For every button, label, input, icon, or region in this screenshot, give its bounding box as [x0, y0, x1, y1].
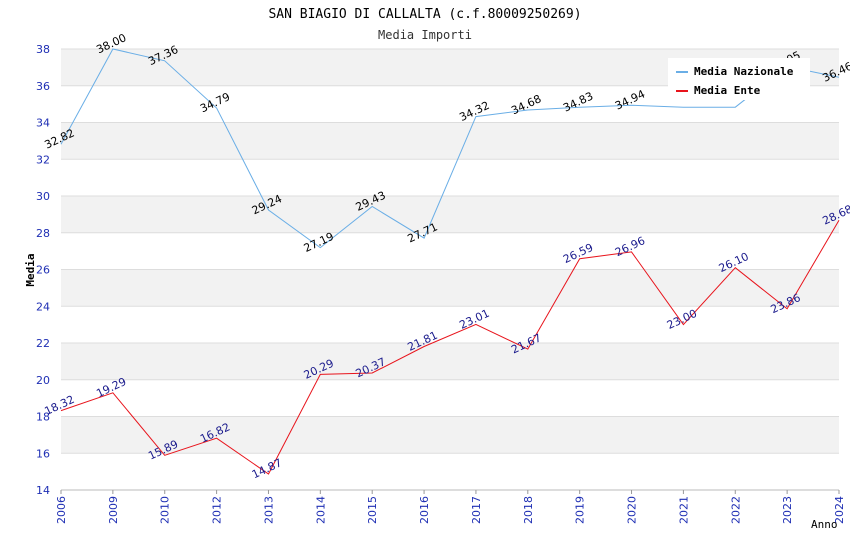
y-tick-label: 20: [36, 374, 50, 387]
x-tick-label: 2012: [211, 496, 224, 524]
background-band: [61, 306, 839, 343]
x-tick-label: 2020: [626, 496, 639, 524]
x-tick-label: 2016: [418, 496, 431, 524]
x-tick-label: 2019: [574, 496, 587, 524]
y-axis-label: Media: [24, 253, 37, 286]
x-tick-label: 2017: [470, 496, 483, 524]
background-band: [61, 453, 839, 490]
x-tick-label: 2018: [522, 496, 535, 524]
x-tick-label: 2006: [55, 496, 68, 524]
y-tick-label: 32: [36, 153, 50, 166]
y-tick-label: 18: [36, 411, 50, 424]
chart-title: SAN BIAGIO DI CALLALTA (c.f.80009250269): [268, 7, 581, 22]
y-tick-label: 22: [36, 337, 50, 350]
legend: Media Nazionale Media Ente: [668, 58, 810, 100]
background-band: [61, 196, 839, 233]
y-tick-label: 26: [36, 264, 50, 277]
legend-label-media-ente: Media Ente: [694, 84, 761, 97]
y-tick-label: 30: [36, 190, 50, 203]
series-line-media-nazionale: [60, 48, 840, 249]
legend-box: [668, 58, 810, 100]
y-tick-label: 34: [36, 117, 50, 130]
background-band: [61, 232, 839, 270]
background-bands: [61, 49, 839, 490]
x-tick-label: 2024: [833, 496, 846, 524]
background-band: [61, 343, 839, 380]
x-axis-label: Anno: [811, 518, 838, 531]
x-tick-label: 2010: [159, 496, 172, 524]
background-band: [61, 122, 839, 160]
x-tick-label: 2014: [314, 496, 327, 524]
background-band: [61, 379, 839, 417]
y-tick-label: 36: [36, 80, 50, 93]
x-tick-label: 2021: [677, 496, 690, 524]
x-tick-label: 2022: [729, 496, 742, 524]
x-tick-label: 2015: [366, 496, 379, 524]
x-tick-label: 2013: [262, 496, 275, 524]
x-axis-ticks: 2006 2009 2010 2012 2013 2014 2015 2016 2017 2018…: [55, 490, 846, 524]
x-tick-label: 2023: [781, 496, 794, 524]
y-tick-label: 14: [36, 484, 50, 497]
legend-label-media-nazionale: Media Nazionale: [694, 65, 794, 78]
y-axis-ticks: 14 16 18 20 22 24 26 28 30 32 34 36 38: [36, 43, 50, 497]
chart-subtitle: Media Importi: [378, 28, 472, 42]
series-lines: [60, 48, 840, 475]
y-tick-label: 28: [36, 227, 50, 240]
background-band: [61, 269, 839, 307]
y-tick-label: 38: [36, 43, 50, 56]
y-tick-label: 16: [36, 447, 50, 460]
y-tick-label: 24: [36, 300, 50, 313]
series-line-media-ente: [60, 220, 840, 475]
x-tick-label: 2009: [107, 496, 120, 524]
